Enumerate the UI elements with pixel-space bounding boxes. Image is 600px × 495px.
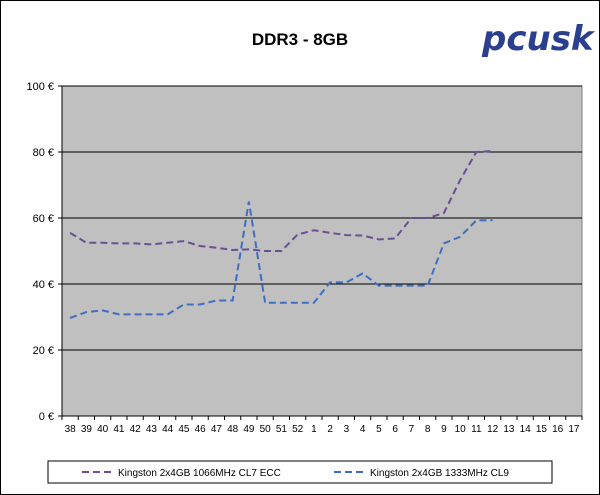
y-tick-label-60: 60 €: [33, 213, 54, 225]
y-tick-label-20: 20 €: [33, 345, 54, 357]
y-tick-label-40: 40 €: [33, 279, 54, 291]
x-tick-label-42: 42: [130, 424, 142, 435]
x-tick-label-38: 38: [65, 424, 77, 435]
x-tick-label-11: 11: [471, 424, 482, 435]
x-tick-label-39: 39: [81, 424, 93, 435]
x-tick-label-5: 5: [376, 424, 382, 435]
x-tick-label-17: 17: [568, 424, 580, 435]
x-tick-label-40: 40: [97, 424, 109, 435]
x-tick-label-3: 3: [344, 424, 350, 435]
x-tick-label-7: 7: [409, 424, 415, 435]
x-tick-label-12: 12: [487, 424, 499, 435]
y-tick-label-0: 0 €: [39, 411, 54, 423]
x-tick-label-49: 49: [243, 424, 255, 435]
pcusk-logo: pcusk: [481, 19, 596, 59]
x-tick-label-9: 9: [441, 424, 447, 435]
x-tick-label-41: 41: [113, 424, 125, 435]
x-tick-label-46: 46: [195, 424, 207, 435]
x-tick-label-44: 44: [162, 424, 174, 435]
x-tick-label-10: 10: [455, 424, 467, 435]
x-tick-label-52: 52: [292, 424, 304, 435]
legend-label-1: Kingston 2x4GB 1066MHz CL7 ECC: [118, 468, 281, 479]
x-axis-ticks: 38 39 40 41 42 43 44 45 46 47 48 49 50 51 52 1 2 3 4 5 6 7 8 9 1…: [61, 416, 583, 435]
x-tick-label-45: 45: [178, 424, 190, 435]
chart-title: DDR3 - 8GB: [252, 30, 348, 49]
x-tick-label-15: 15: [536, 424, 548, 435]
x-tick-label-6: 6: [392, 424, 398, 435]
x-tick-label-48: 48: [227, 424, 239, 435]
x-tick-label-16: 16: [552, 424, 564, 435]
series-line-2: [69, 201, 493, 319]
logo-wordmark: pcusk: [481, 19, 596, 59]
series-line-1: [69, 150, 493, 252]
y-tick-label-100: 100 €: [26, 81, 54, 93]
x-tick-label-47: 47: [211, 424, 223, 435]
legend-label-2: Kingston 2x4GB 1333MHz CL9: [370, 468, 509, 479]
y-tick-label-80: 80 €: [33, 147, 54, 159]
x-tick-label-1: 1: [311, 424, 317, 435]
gridlines: [62, 85, 582, 351]
plot-area: [61, 85, 583, 417]
x-tick-label-2: 2: [327, 424, 333, 435]
x-tick-label-4: 4: [360, 424, 366, 435]
legend-box: [47, 460, 553, 484]
x-tick-label-13: 13: [503, 424, 515, 435]
series-lines: [69, 150, 493, 319]
legend: Kingston 2x4GB 1066MHz CL7 ECC Kingston 2…: [82, 468, 509, 479]
x-tick-label-51: 51: [276, 424, 288, 435]
x-tick-label-50: 50: [260, 424, 272, 435]
x-tick-label-8: 8: [425, 424, 431, 435]
x-tick-label-43: 43: [146, 424, 158, 435]
x-tick-label-14: 14: [520, 424, 532, 435]
